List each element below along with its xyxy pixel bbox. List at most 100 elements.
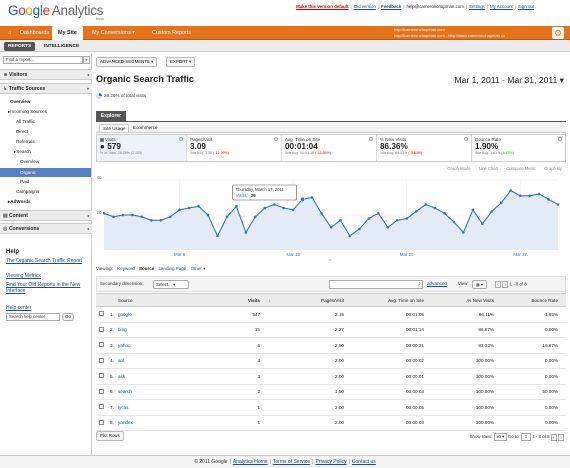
- row-checkbox[interactable]: [96, 353, 108, 369]
- table-row[interactable]: 2. bing 15 2.27 00:01:14 86.67% 0.00%: [96, 322, 566, 338]
- visits-chart[interactable]: 20 40 Mar 6 Mar 13 Mar 20 Mar 27 Thursday, Mar…: [96, 174, 566, 260]
- footer-terms[interactable]: Terms of Service: [272, 459, 311, 465]
- rows-per-page-select[interactable]: 10 ▾: [493, 433, 507, 441]
- row-checkbox[interactable]: [96, 368, 108, 385]
- my-account-link[interactable]: My Account: [490, 4, 513, 9]
- footer-privacy[interactable]: Privacy Policy: [315, 459, 347, 465]
- help-link-organic-report[interactable]: The Organic Search Traffic Report: [6, 258, 83, 264]
- next-page-icon[interactable]: ›: [558, 433, 564, 441]
- find-report-button[interactable]: »: [83, 56, 90, 64]
- settings-link[interactable]: Settings: [469, 4, 485, 9]
- sidebar-item-campaigns[interactable]: Campaigns: [16, 189, 40, 194]
- table-row[interactable]: 6. search 2 1.50 00:00:03 100.00% 50.00%: [96, 384, 566, 400]
- row-checkbox[interactable]: [96, 337, 108, 354]
- source-link[interactable]: lycos: [118, 399, 228, 416]
- metric-bounce-rate[interactable]: Bounce Rate 1.90% Site Avg: 1.81% (4.73%…: [475, 137, 562, 155]
- source-link[interactable]: ask: [118, 368, 228, 385]
- source-link[interactable]: yandex: [118, 415, 228, 431]
- dimension-keyword[interactable]: Keyword: [117, 266, 135, 271]
- find-report-input[interactable]: Find a report...: [3, 56, 83, 64]
- advanced-filter-link[interactable]: advanced: [427, 281, 447, 286]
- row-checkbox[interactable]: [96, 415, 108, 431]
- help-icon[interactable]: ?: [558, 137, 562, 141]
- sidebar-item-search[interactable]: ▸Search: [14, 149, 31, 154]
- google-analytics-logo[interactable]: Google Analytics: [8, 3, 104, 18]
- source-link[interactable]: yahoo: [118, 337, 228, 354]
- dimension-other[interactable]: Other ▾: [190, 266, 206, 271]
- table-row[interactable]: 5. ask 3 2.00 00:00:01 100.00% 0.00%: [96, 368, 566, 385]
- metric-new-visits[interactable]: % New Visits 86.36% Site Avg: 89.54% (-3…: [377, 135, 472, 161]
- account-selector[interactable]: http://cameronchapman.com http://cameron…: [394, 27, 544, 39]
- source-link[interactable]: search: [118, 384, 228, 400]
- home-icon[interactable]: ⌂: [8, 30, 12, 36]
- sign-out-link[interactable]: Sign out: [517, 4, 534, 9]
- graph-mode-option[interactable]: Graph Mode: [447, 166, 471, 171]
- table-row[interactable]: 3. yahoo 6 2.50 00:00:31 83.33% 16.67%: [96, 337, 566, 354]
- tab-intelligence[interactable]: INTELLIGENCE: [44, 44, 80, 49]
- sidebar-item-referrals[interactable]: Referrals: [16, 139, 35, 144]
- sidebar-item-adwords[interactable]: ▸AdWords: [8, 199, 31, 204]
- gear-icon[interactable]: ⚙: [552, 27, 564, 39]
- secondary-dimension-select[interactable]: Select... ▾: [153, 280, 189, 289]
- sidebar-section-traffic-sources[interactable]: ↳ Traffic Sources ▾: [0, 83, 92, 94]
- make-default-link[interactable]: Make this version default: [296, 4, 349, 9]
- sidebar-section-conversions[interactable]: ◎ Conversions ◂: [0, 223, 92, 234]
- col-source[interactable]: Source: [118, 293, 228, 307]
- prev-page-icon[interactable]: ‹: [495, 281, 501, 288]
- sidebar-item-overview[interactable]: Overview: [10, 99, 31, 104]
- tab-ecommerce[interactable]: Ecommerce: [133, 125, 158, 130]
- help-go-button[interactable]: Go: [62, 313, 74, 321]
- help-search-input[interactable]: Search help center: [6, 313, 60, 321]
- metric-pages-visit[interactable]: Pages/Visit 3.09 Site Avg: 3.55 (-12.99%…: [187, 135, 282, 161]
- col-pages-visit[interactable]: Pages/Visit: [282, 293, 352, 307]
- tab-my-conversions[interactable]: My Conversions ▾: [92, 30, 135, 36]
- help-icon[interactable]: ?: [179, 137, 183, 141]
- search-icon[interactable]: ⌕: [418, 281, 421, 287]
- help-center-link[interactable]: Help center: [6, 305, 32, 311]
- sidebar-item-incoming-sources[interactable]: ▸Incoming Sources: [8, 109, 48, 114]
- help-link-old-reports[interactable]: Find Your Old Reports in the New Interfa…: [6, 282, 81, 294]
- tab-custom-reports[interactable]: Custom Reports: [152, 30, 191, 36]
- sidebar-section-visitors[interactable]: ☻Visitors ◂: [0, 69, 92, 80]
- row-checkbox[interactable]: [96, 399, 108, 416]
- sidebar-item-search-overview[interactable]: Overview: [20, 159, 40, 164]
- goto-page-input[interactable]: 1: [520, 433, 531, 441]
- advanced-segments-button[interactable]: ADVANCED SEGMENTS ▾: [96, 57, 158, 67]
- compare-metric-option[interactable]: Compare Metric: [506, 166, 537, 171]
- source-link[interactable]: google: [118, 306, 228, 323]
- export-button[interactable]: EXPORT ▾: [166, 57, 196, 67]
- source-link[interactable]: aol: [118, 353, 228, 369]
- sidebar-section-content[interactable]: ▤Content ◂: [0, 210, 92, 221]
- sidebar-item-direct[interactable]: Direct: [16, 129, 28, 134]
- row-checkbox[interactable]: [96, 306, 108, 323]
- sidebar-item-all-traffic[interactable]: All Traffic: [16, 119, 35, 124]
- row-checkbox[interactable]: [96, 384, 108, 400]
- prev-page-icon[interactable]: ‹: [550, 433, 557, 441]
- sidebar-item-paid[interactable]: Paid: [20, 179, 30, 184]
- plot-rows-button[interactable]: Plot Rows: [96, 431, 124, 441]
- line-chart-option[interactable]: Line Chart: [478, 166, 499, 171]
- tab-my-site[interactable]: My Site: [52, 26, 83, 40]
- row-checkbox[interactable]: [96, 322, 108, 338]
- source-link[interactable]: bing: [118, 322, 228, 338]
- dimension-source[interactable]: Source: [138, 266, 155, 271]
- feedback-link[interactable]: Feedback: [381, 4, 402, 9]
- table-row[interactable]: 4. aol 4 2.00 00:00:02 100.00% 0.00%: [96, 353, 566, 369]
- old-version-link[interactable]: Old version: [353, 4, 376, 9]
- help-icon[interactable]: ?: [274, 137, 278, 141]
- col-bounce-rate[interactable]: Bounce Rate: [502, 293, 566, 307]
- table-row[interactable]: 1. google 547 3.15 00:01:05 86.11% 1.65%: [96, 306, 566, 323]
- sort-desc-icon[interactable]: ↓: [268, 293, 282, 307]
- tab-dashboards[interactable]: Dashboards: [20, 30, 50, 36]
- view-select[interactable]: ▦ ▾: [472, 280, 487, 289]
- footer-contact[interactable]: Contact us: [351, 459, 376, 465]
- sidebar-item-organic[interactable]: Organic: [0, 168, 91, 177]
- help-icon[interactable]: ?: [369, 137, 373, 141]
- table-search-input[interactable]: ⌕: [329, 280, 423, 289]
- next-page-icon[interactable]: ›: [502, 281, 509, 288]
- table-row[interactable]: 7. lycos 1 2.00 00:00:05 100.00% 0.00%: [96, 399, 566, 416]
- metric-avg-time[interactable]: Avg. Time on Site 00:01:04 Site Avg: 00:…: [282, 135, 377, 161]
- col-avg-time[interactable]: Avg. Time on Site: [352, 293, 432, 307]
- help-link-viewing-metrics[interactable]: Viewing Metrics: [6, 273, 41, 279]
- footer-analytics-home[interactable]: Analytics Home: [232, 459, 268, 465]
